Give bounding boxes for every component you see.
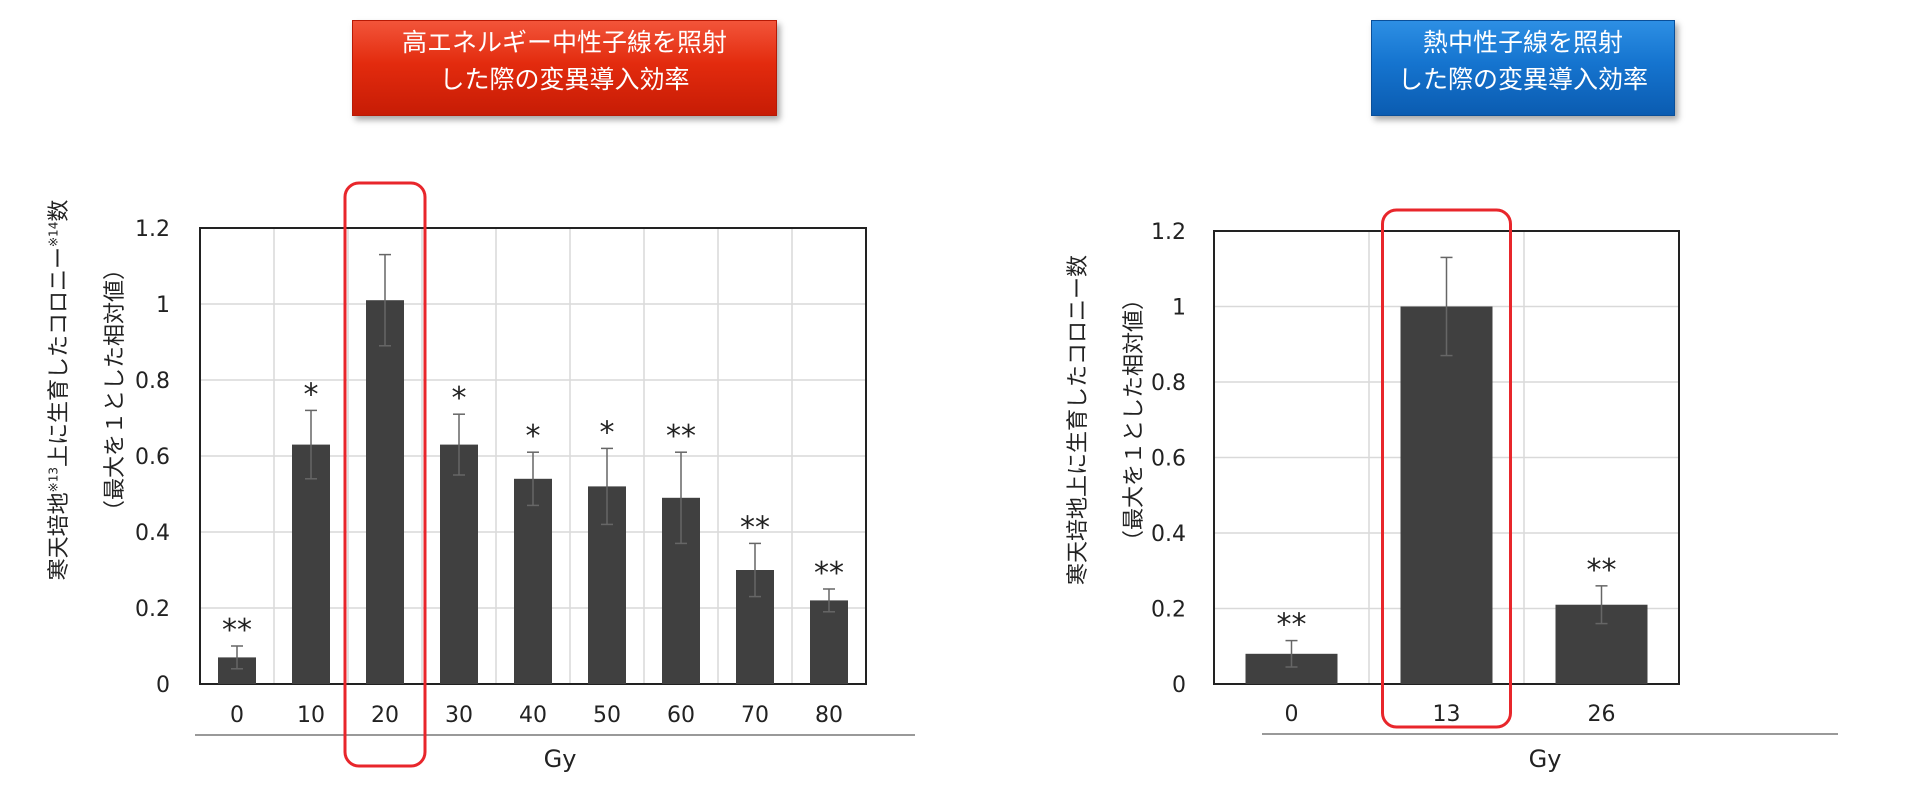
- x-tick-label: 13: [1433, 702, 1461, 727]
- significance-mark: *: [526, 419, 541, 454]
- significance-mark: **: [814, 556, 844, 591]
- chart-left: 0 0.2 0.4 0.6 0.8 1 1.2 ** 0 * 10 20 * 30 * 40 * 50 ** 60 **…: [135, 181, 915, 773]
- y-tick-label: 1.2: [135, 217, 170, 242]
- x-tick-label: 10: [297, 703, 325, 728]
- significance-mark: **: [1277, 608, 1307, 643]
- x-tick-label: 40: [519, 703, 547, 728]
- chart-right: 0 0.2 0.4 0.6 0.8 1 1.2 ** 0 13 ** 26 Gy: [1151, 208, 1838, 773]
- y-tick-label: 0.6: [1151, 447, 1186, 472]
- y-tick-label: 0.4: [1151, 522, 1186, 547]
- bar-80: [810, 600, 848, 684]
- x-tick-label: 50: [593, 703, 621, 728]
- bar-13: [1400, 306, 1493, 684]
- significance-mark: *: [304, 377, 319, 412]
- x-tick-label: 26: [1588, 702, 1616, 727]
- x-tick-label: 80: [815, 703, 843, 728]
- y-tick-label: 0: [1172, 673, 1186, 698]
- x-tick-label: 0: [230, 703, 244, 728]
- x-tick-label: 20: [371, 703, 399, 728]
- y-tick-label: 0.2: [135, 597, 170, 622]
- y-tick-label: 1: [156, 293, 170, 318]
- x-tick-label: 0: [1285, 702, 1299, 727]
- y-tick-label: 0.8: [1151, 371, 1186, 396]
- significance-mark: **: [666, 419, 696, 454]
- y-tick-label: 1: [1172, 296, 1186, 321]
- x-axis-label: Gy: [544, 745, 577, 773]
- significance-mark: **: [222, 613, 252, 648]
- y-tick-label: 0.4: [135, 521, 170, 546]
- bar-20: [366, 300, 404, 684]
- significance-mark: **: [740, 510, 770, 545]
- y-tick-label: 0.6: [135, 445, 170, 470]
- highlight-box: [343, 181, 427, 768]
- title-banner-thermal: 熱中性子線を照射 した際の変異導入効率: [1371, 20, 1675, 116]
- bar-10: [292, 444, 330, 684]
- y-tick-label: 0: [156, 673, 170, 698]
- x-axis-label: Gy: [1529, 745, 1562, 773]
- x-tick-label: 30: [445, 703, 473, 728]
- significance-mark: *: [452, 381, 467, 416]
- y-tick-label: 0.2: [1151, 598, 1186, 623]
- title-banner-high-energy: 高エネルギー中性子線を照射 した際の変異導入効率: [352, 20, 777, 116]
- highlight-box: [1381, 208, 1512, 729]
- bar-40: [514, 478, 552, 684]
- bar-30: [440, 444, 478, 684]
- significance-mark: *: [600, 415, 615, 450]
- x-tick-label: 60: [667, 703, 695, 728]
- x-tick-label: 70: [741, 703, 769, 728]
- significance-mark: **: [1587, 553, 1617, 588]
- y-tick-label: 1.2: [1151, 220, 1186, 245]
- y-tick-label: 0.8: [135, 369, 170, 394]
